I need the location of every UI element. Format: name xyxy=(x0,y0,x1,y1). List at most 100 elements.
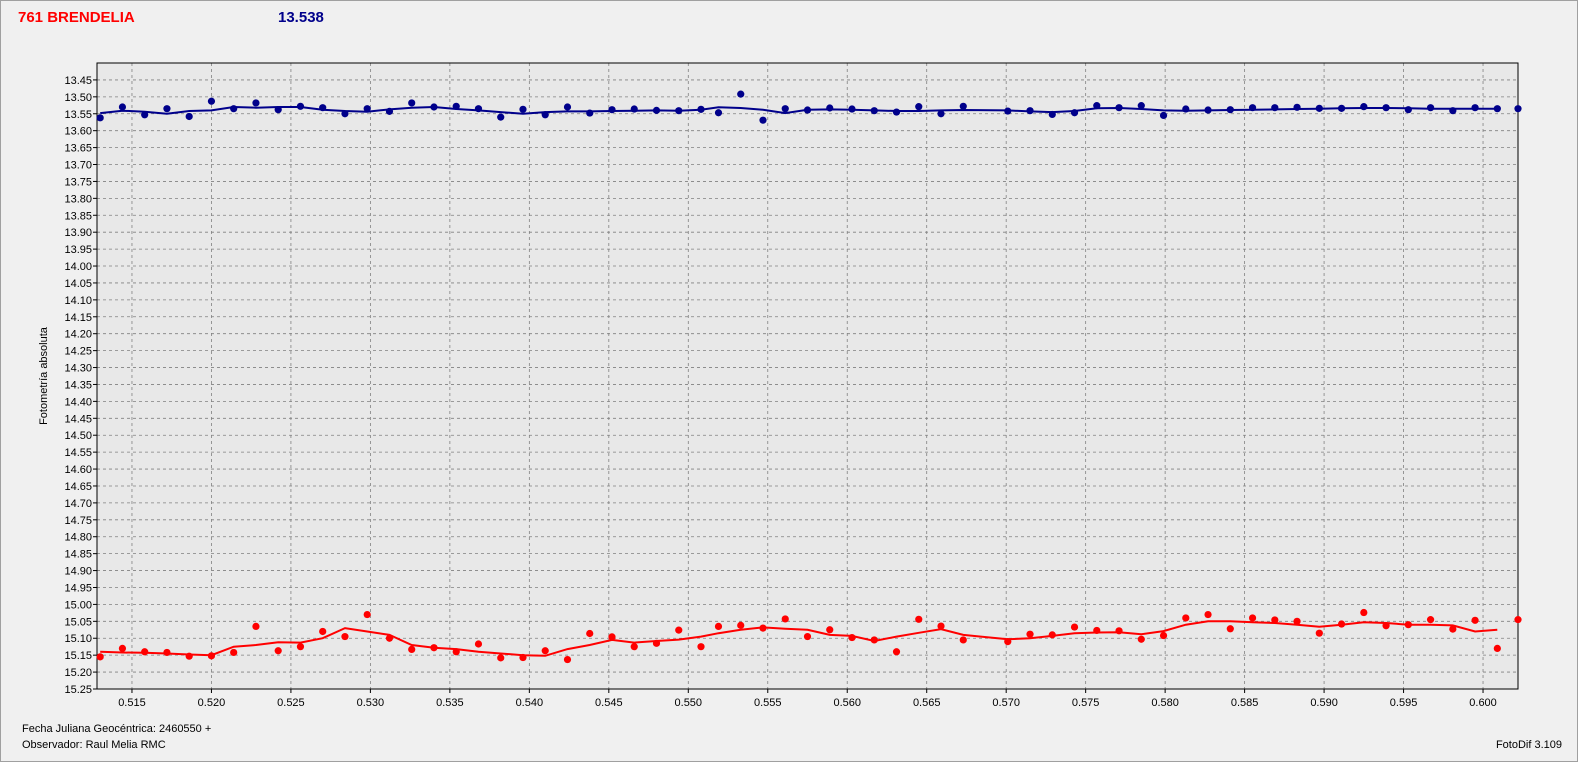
comparison-data-point xyxy=(1449,107,1457,115)
y-tick-label: 13.95 xyxy=(64,244,92,256)
comparison-data-point xyxy=(1182,105,1190,113)
object-trend-line xyxy=(100,620,1498,657)
object-title: 761 BRENDELIA xyxy=(18,9,135,26)
comparison-data-point xyxy=(1271,104,1279,112)
comparison-data-point xyxy=(1070,109,1079,117)
observer-label: Observador: Raul Melia RMC xyxy=(22,739,166,751)
object-data-point xyxy=(1204,610,1212,619)
plot-border xyxy=(96,62,1519,690)
y-tick-label: 14.80 xyxy=(64,532,92,544)
y-tick-label: 14.55 xyxy=(64,447,92,459)
comparison-data-point xyxy=(586,109,594,117)
object-data-point xyxy=(915,615,923,623)
object-data-point xyxy=(848,633,856,642)
object-data-point xyxy=(608,633,616,641)
y-tick-label: 14.20 xyxy=(64,329,92,341)
object-data-point xyxy=(252,622,260,631)
x-tick-label: 0.580 xyxy=(1151,697,1179,709)
object-data-point xyxy=(1026,630,1034,638)
y-tick-label: 13.70 xyxy=(64,160,92,172)
comparison-data-point xyxy=(1293,103,1301,111)
comparison-data-point xyxy=(1115,104,1123,112)
object-data-point xyxy=(1315,629,1323,637)
comparison-data-point xyxy=(959,102,967,110)
comparison-data-point xyxy=(1159,111,1168,120)
y-tick-label: 15.25 xyxy=(64,684,92,696)
comparison-data-point xyxy=(563,103,572,111)
object-data-point xyxy=(185,652,193,660)
object-data-point xyxy=(1137,635,1145,643)
x-tick-label: 0.570 xyxy=(992,697,1020,709)
object-data-point xyxy=(737,621,745,629)
comparison-data-point xyxy=(1026,107,1034,115)
x-tick-label: 0.555 xyxy=(754,697,782,709)
y-tick-label: 15.15 xyxy=(64,650,92,662)
y-axis-title: Fotometría absoluta xyxy=(38,327,50,425)
object-data-point xyxy=(586,629,594,638)
comparison-data-point xyxy=(1471,104,1479,112)
comparison-data-point xyxy=(1226,106,1234,114)
comparison-data-point xyxy=(474,105,483,113)
comparison-data-point xyxy=(697,105,705,113)
object-data-point xyxy=(1493,644,1501,652)
comparison-data-point xyxy=(652,106,661,114)
x-tick-label: 0.535 xyxy=(436,697,464,709)
comparison-data-point xyxy=(1360,103,1368,111)
object-data-point xyxy=(759,624,767,632)
comparison-data-point xyxy=(385,107,394,115)
object-data-point xyxy=(163,648,171,657)
comparison-data-point xyxy=(1426,104,1435,112)
object-data-point xyxy=(1115,627,1123,635)
x-tick-label: 0.545 xyxy=(595,697,623,709)
comparison-data-point xyxy=(1404,106,1412,114)
object-data-point xyxy=(363,610,371,619)
y-tick-label: 14.75 xyxy=(64,515,92,527)
y-tick-label: 14.60 xyxy=(64,464,92,476)
object-data-point xyxy=(474,640,483,648)
x-tick-label: 0.530 xyxy=(357,697,385,709)
object-data-point xyxy=(675,626,683,634)
comparison-data-point xyxy=(408,99,416,107)
object-data-point xyxy=(826,626,834,634)
photometry-chart: 13.45 13.50 13.55 13.60 13.65 13.70 13.75 13.80… xyxy=(64,62,1522,709)
comparison-data-point xyxy=(230,105,238,113)
comparison-data-point xyxy=(497,113,505,121)
y-tick-label: 14.15 xyxy=(64,312,92,324)
comparison-data-point xyxy=(937,110,945,118)
object-data-point xyxy=(1182,614,1190,622)
y-tick-label: 14.25 xyxy=(64,346,92,358)
object-data-point xyxy=(1248,614,1257,622)
object-data-point xyxy=(803,632,812,641)
comparison-data-point xyxy=(870,107,878,115)
object-data-point xyxy=(1093,626,1101,635)
object-data-point xyxy=(714,622,723,631)
object-data-point xyxy=(497,654,505,662)
object-data-point xyxy=(1159,631,1168,640)
comparison-data-point xyxy=(118,103,127,111)
object-data-point xyxy=(1360,608,1368,617)
object-data-point xyxy=(892,648,901,656)
object-data-point xyxy=(1404,621,1412,629)
object-data-point xyxy=(1226,625,1234,633)
x-tick-label: 0.525 xyxy=(277,697,305,709)
y-tick-label: 15.05 xyxy=(64,616,92,628)
comparison-data-point xyxy=(452,102,460,110)
object-data-point xyxy=(141,648,149,656)
y-tick-label: 15.10 xyxy=(64,633,92,645)
software-version: FotoDif 3.109 xyxy=(1495,739,1562,751)
y-tick-label: 14.30 xyxy=(64,363,92,375)
comparison-data-point xyxy=(341,110,349,118)
object-data-point xyxy=(1070,623,1079,631)
comparison-data-point xyxy=(163,105,171,113)
comparison-trend-line xyxy=(100,105,1498,115)
y-tick-label: 15.20 xyxy=(64,667,92,679)
y-tick-label: 13.50 xyxy=(64,92,92,104)
x-tick-label: 0.550 xyxy=(675,697,703,709)
comparison-data-point xyxy=(296,102,305,110)
comparison-data-point xyxy=(541,111,549,119)
object-data-point xyxy=(96,653,104,661)
x-tick-label: 0.595 xyxy=(1390,697,1418,709)
object-data-point xyxy=(1449,625,1457,633)
object-data-point xyxy=(1382,622,1390,630)
comparison-data-point xyxy=(207,97,216,105)
